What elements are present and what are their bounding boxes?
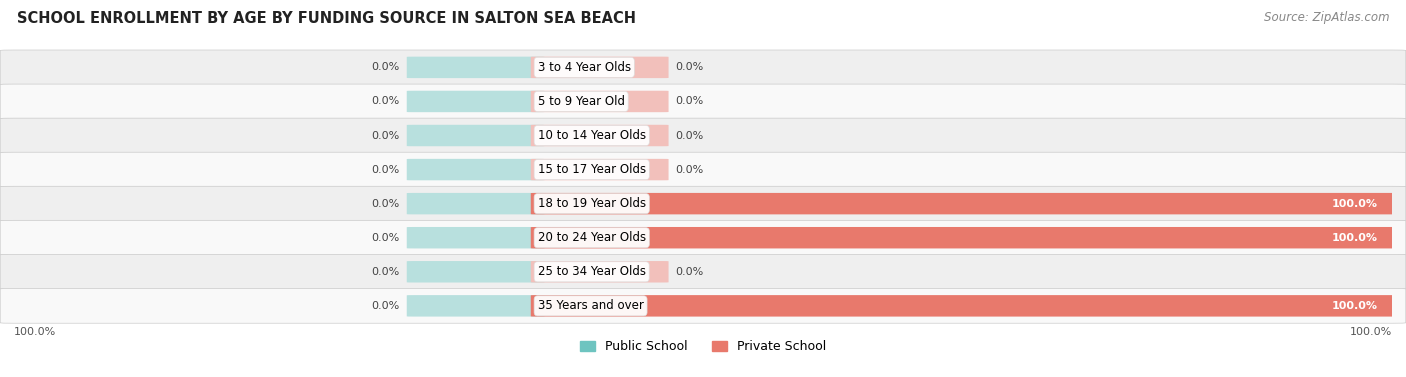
Text: 0.0%: 0.0%: [371, 97, 399, 106]
Text: 100.0%: 100.0%: [1331, 199, 1378, 208]
Text: 0.0%: 0.0%: [371, 267, 399, 277]
Text: 25 to 34 Year Olds: 25 to 34 Year Olds: [537, 265, 645, 278]
FancyBboxPatch shape: [531, 159, 669, 180]
Text: SCHOOL ENROLLMENT BY AGE BY FUNDING SOURCE IN SALTON SEA BEACH: SCHOOL ENROLLMENT BY AGE BY FUNDING SOUR…: [17, 11, 636, 26]
FancyBboxPatch shape: [406, 57, 544, 78]
Text: 0.0%: 0.0%: [371, 301, 399, 311]
FancyBboxPatch shape: [531, 227, 1399, 248]
FancyBboxPatch shape: [0, 152, 1406, 187]
Text: 10 to 14 Year Olds: 10 to 14 Year Olds: [537, 129, 645, 142]
FancyBboxPatch shape: [0, 186, 1406, 221]
FancyBboxPatch shape: [406, 193, 544, 215]
Text: 0.0%: 0.0%: [371, 199, 399, 208]
FancyBboxPatch shape: [0, 288, 1406, 323]
FancyBboxPatch shape: [0, 50, 1406, 85]
FancyBboxPatch shape: [0, 220, 1406, 255]
FancyBboxPatch shape: [0, 254, 1406, 289]
FancyBboxPatch shape: [406, 125, 544, 146]
Text: 100.0%: 100.0%: [14, 327, 56, 337]
FancyBboxPatch shape: [531, 261, 669, 282]
FancyBboxPatch shape: [406, 159, 544, 180]
FancyBboxPatch shape: [406, 227, 544, 248]
Text: 20 to 24 Year Olds: 20 to 24 Year Olds: [537, 231, 645, 244]
FancyBboxPatch shape: [531, 193, 1399, 215]
Text: 0.0%: 0.0%: [675, 97, 703, 106]
Text: 3 to 4 Year Olds: 3 to 4 Year Olds: [537, 61, 631, 74]
FancyBboxPatch shape: [531, 91, 669, 112]
Text: 0.0%: 0.0%: [371, 233, 399, 243]
Text: 0.0%: 0.0%: [675, 62, 703, 72]
Text: 100.0%: 100.0%: [1331, 301, 1378, 311]
Text: 0.0%: 0.0%: [675, 130, 703, 141]
FancyBboxPatch shape: [531, 295, 1399, 317]
FancyBboxPatch shape: [531, 57, 669, 78]
FancyBboxPatch shape: [406, 91, 544, 112]
FancyBboxPatch shape: [0, 84, 1406, 119]
Legend: Public School, Private School: Public School, Private School: [575, 336, 831, 359]
Text: 5 to 9 Year Old: 5 to 9 Year Old: [537, 95, 624, 108]
Text: 0.0%: 0.0%: [675, 165, 703, 175]
Text: 15 to 17 Year Olds: 15 to 17 Year Olds: [537, 163, 645, 176]
Text: 0.0%: 0.0%: [675, 267, 703, 277]
Text: 0.0%: 0.0%: [371, 165, 399, 175]
Text: 0.0%: 0.0%: [371, 130, 399, 141]
Text: 100.0%: 100.0%: [1350, 327, 1392, 337]
Text: 18 to 19 Year Olds: 18 to 19 Year Olds: [537, 197, 645, 210]
Text: 0.0%: 0.0%: [371, 62, 399, 72]
Text: Source: ZipAtlas.com: Source: ZipAtlas.com: [1264, 11, 1389, 24]
Text: 100.0%: 100.0%: [1331, 233, 1378, 243]
FancyBboxPatch shape: [531, 125, 669, 146]
Text: 35 Years and over: 35 Years and over: [537, 299, 644, 313]
FancyBboxPatch shape: [0, 118, 1406, 153]
FancyBboxPatch shape: [406, 295, 544, 317]
FancyBboxPatch shape: [406, 261, 544, 282]
